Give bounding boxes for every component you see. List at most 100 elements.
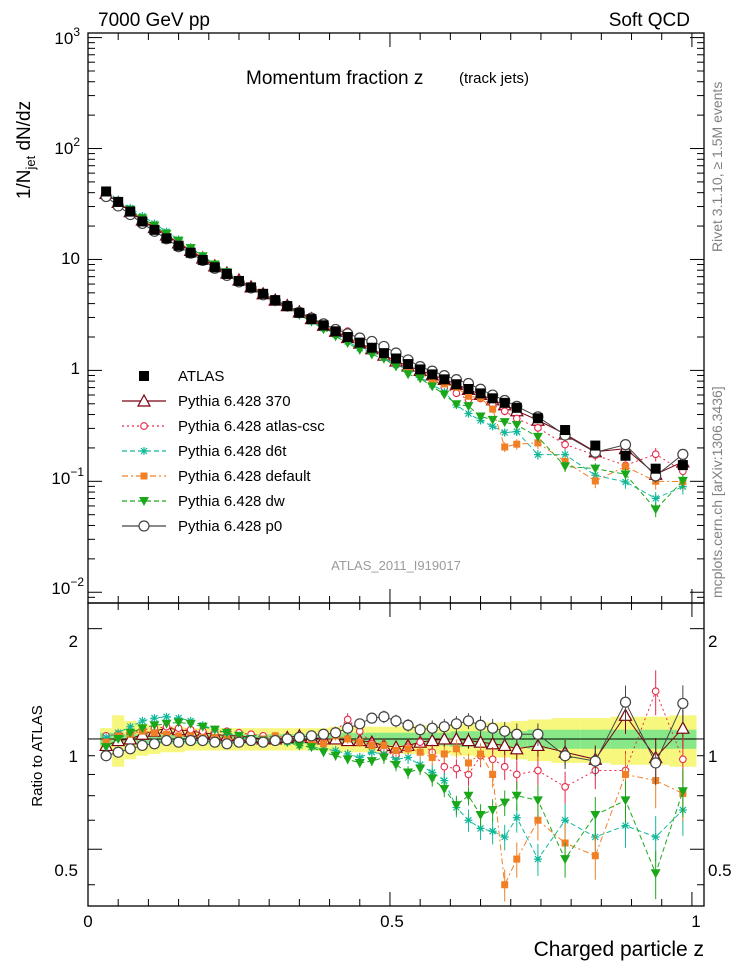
data-point	[590, 464, 601, 474]
data-point	[475, 412, 486, 422]
data-point	[149, 721, 160, 731]
data-point	[487, 805, 498, 815]
data-point	[560, 425, 571, 436]
x-tick-labels: 0 0.5 1	[83, 912, 700, 931]
y-tick-label: 1	[69, 747, 78, 766]
y-tick-label: 0.5	[54, 861, 78, 880]
data-point	[677, 697, 689, 710]
data-point	[501, 881, 509, 889]
data-point	[173, 718, 184, 728]
data-point	[439, 374, 450, 385]
data-point	[511, 420, 522, 430]
data-point	[438, 721, 450, 733]
data-point	[162, 712, 171, 721]
data-point	[185, 719, 196, 729]
data-point	[532, 728, 544, 740]
data-point	[534, 423, 542, 432]
data-point	[476, 824, 485, 833]
data-point	[428, 753, 436, 761]
plot-subtitle: (track jets)	[459, 70, 529, 87]
data-point	[282, 301, 293, 312]
y-tick-label: 10−1	[51, 465, 84, 488]
data-point	[163, 730, 171, 738]
data-point	[221, 268, 232, 279]
data-point	[650, 505, 661, 515]
data-point	[330, 326, 341, 337]
data-point	[391, 353, 401, 364]
data-point	[307, 738, 315, 746]
data-point	[534, 816, 542, 824]
x-tick-label: 0.5	[380, 912, 404, 931]
data-point	[415, 364, 426, 375]
y-axis-label-ratio: Ratio to ATLAS	[29, 705, 46, 806]
data-point	[100, 750, 112, 762]
data-point	[113, 196, 124, 207]
data-point	[534, 766, 542, 775]
data-point	[404, 753, 413, 762]
data-point	[148, 738, 161, 750]
data-point	[487, 722, 499, 734]
data-point	[427, 774, 438, 784]
data-point	[440, 776, 449, 785]
data-point	[112, 746, 124, 758]
data-point	[560, 855, 571, 865]
y-tick-label: 2	[69, 632, 78, 651]
data-point	[197, 722, 208, 732]
data-point	[402, 719, 414, 731]
y-tick-label: 10−2	[51, 575, 84, 598]
data-point	[650, 869, 661, 879]
series-line	[105, 192, 683, 483]
data-point	[150, 729, 158, 737]
data-point	[378, 711, 390, 723]
data-point	[590, 811, 601, 821]
data-point	[464, 409, 473, 418]
data-point	[149, 224, 160, 235]
data-point	[257, 736, 269, 748]
data-point	[426, 722, 438, 734]
data-point	[500, 833, 509, 841]
legend-marker	[140, 447, 148, 455]
data-point	[532, 432, 543, 442]
legend-marker	[139, 497, 149, 506]
mc-ratio-series	[99, 670, 690, 902]
data-point	[343, 749, 352, 758]
data-point	[356, 738, 364, 746]
data-point	[161, 233, 172, 244]
series-main	[99, 186, 690, 482]
data-point	[561, 450, 570, 459]
data-point	[489, 770, 497, 778]
atlas-data-points	[101, 186, 688, 474]
data-point	[462, 715, 475, 727]
legend-label: Pythia 6.428 d6t	[178, 443, 287, 460]
data-point	[270, 295, 281, 306]
data-point	[428, 376, 436, 384]
data-point	[463, 791, 474, 801]
data-point	[113, 734, 124, 744]
data-point	[464, 816, 473, 825]
data-point	[560, 462, 571, 472]
data-point	[464, 392, 472, 400]
data-point	[245, 734, 257, 747]
data-point	[534, 439, 542, 447]
data-point	[677, 448, 689, 460]
data-point	[404, 745, 412, 753]
legend-label: ATLAS	[178, 368, 224, 385]
data-point	[293, 731, 305, 743]
data-point	[390, 715, 402, 727]
data-point	[533, 450, 542, 459]
data-point	[451, 379, 462, 390]
data-point	[620, 470, 631, 480]
data-point	[561, 816, 570, 825]
series-ratio	[101, 718, 688, 900]
data-point	[619, 439, 632, 451]
data-point	[233, 731, 244, 741]
y-tick-labels-ratio: 2 1 0.5 2 1 0.5	[54, 632, 731, 880]
data-point	[137, 216, 148, 227]
y-tick-label: 102	[54, 135, 80, 158]
data-point	[677, 460, 688, 471]
data-point	[533, 855, 542, 864]
data-point	[532, 796, 543, 806]
data-point	[367, 748, 376, 757]
data-point	[475, 388, 486, 399]
data-point	[464, 759, 472, 767]
